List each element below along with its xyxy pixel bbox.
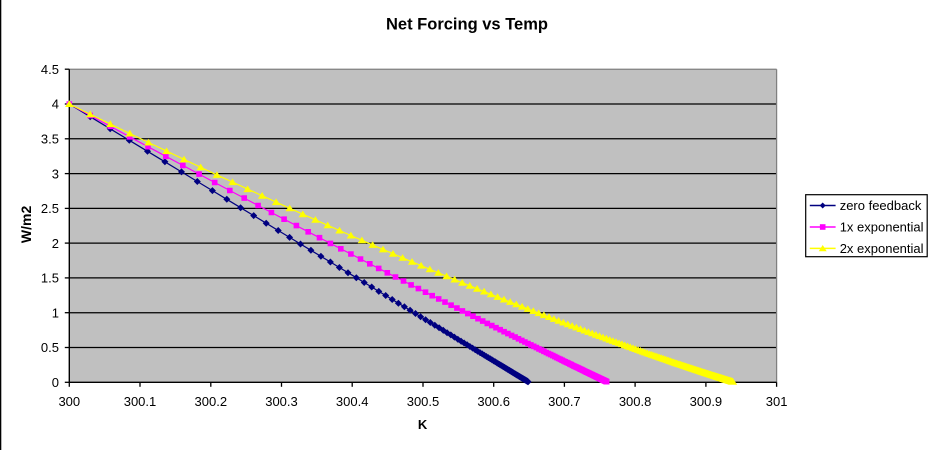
- svg-text:2.5: 2.5: [41, 201, 59, 216]
- svg-text:4: 4: [52, 97, 59, 112]
- svg-text:zero feedback: zero feedback: [840, 198, 922, 213]
- svg-text:301: 301: [766, 394, 788, 409]
- svg-text:300.1: 300.1: [124, 394, 157, 409]
- svg-text:4.5: 4.5: [41, 62, 59, 77]
- svg-text:1.5: 1.5: [41, 271, 59, 286]
- svg-text:Net Forcing vs Temp: Net Forcing vs Temp: [386, 15, 548, 33]
- svg-text:300.6: 300.6: [477, 394, 510, 409]
- svg-text:1x exponential: 1x exponential: [840, 220, 924, 235]
- svg-text:0: 0: [52, 375, 59, 390]
- svg-text:300.4: 300.4: [336, 394, 369, 409]
- svg-text:2x exponential: 2x exponential: [840, 241, 924, 256]
- svg-text:2: 2: [52, 236, 59, 251]
- svg-text:300.8: 300.8: [619, 394, 652, 409]
- svg-text:K: K: [418, 417, 428, 432]
- svg-text:300.9: 300.9: [690, 394, 723, 409]
- svg-text:1: 1: [52, 305, 59, 320]
- svg-text:W/m2: W/m2: [18, 206, 34, 244]
- svg-text:300.7: 300.7: [548, 394, 581, 409]
- svg-text:300.3: 300.3: [265, 394, 298, 409]
- svg-text:0.5: 0.5: [41, 340, 59, 355]
- svg-text:3: 3: [52, 166, 59, 181]
- svg-text:300: 300: [58, 394, 80, 409]
- svg-text:3.5: 3.5: [41, 132, 59, 147]
- svg-text:300.5: 300.5: [407, 394, 440, 409]
- svg-text:300.2: 300.2: [195, 394, 228, 409]
